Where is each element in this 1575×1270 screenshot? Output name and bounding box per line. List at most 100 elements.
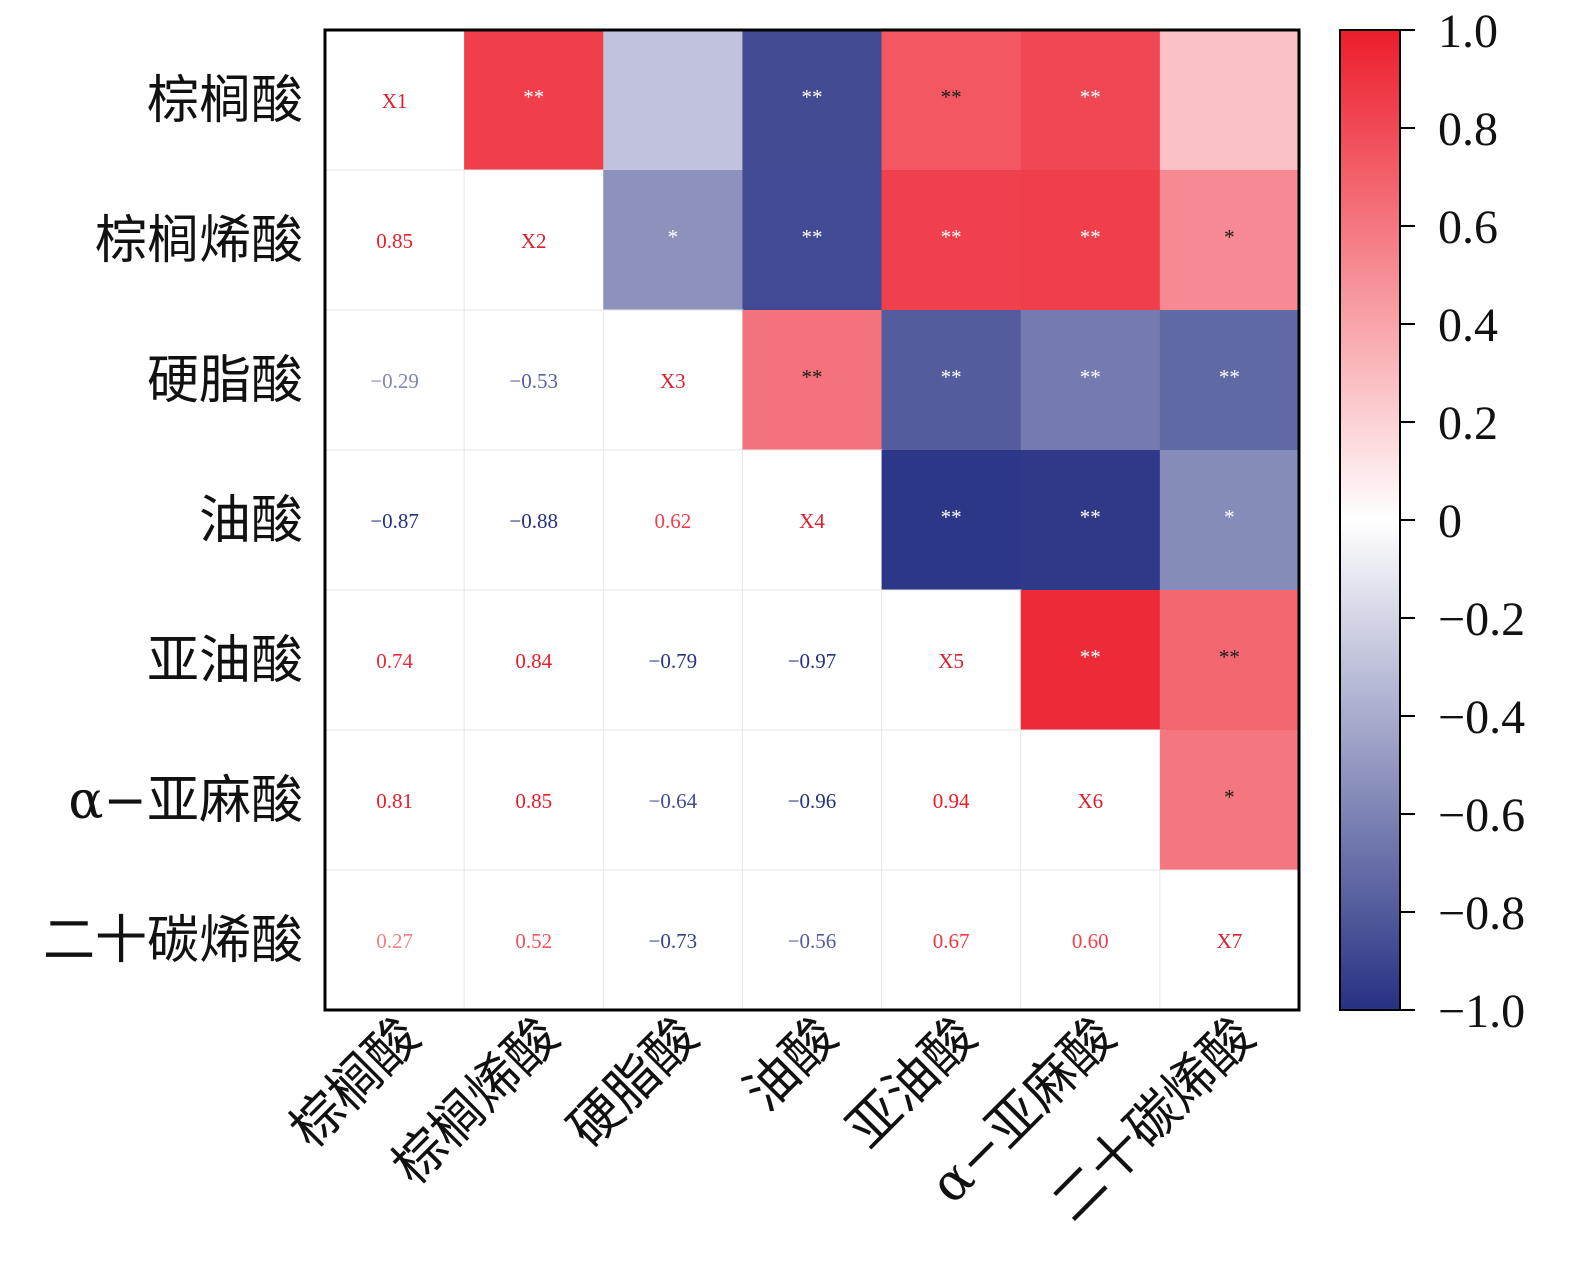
- heatmap-frame: [323, 28, 1301, 1012]
- significance-marker: *: [1224, 225, 1235, 249]
- heatmap-cell: [463, 729, 605, 871]
- correlation-value: −0.79: [649, 649, 698, 673]
- colorbar-gradient: [1339, 29, 1401, 1011]
- heatmap-cell: [602, 309, 744, 451]
- correlation-value: −0.96: [788, 789, 837, 813]
- colorbar-tick-label: −0.2: [1438, 593, 1525, 646]
- correlation-value: −0.56: [788, 929, 837, 953]
- row-label: 二十碳烯酸: [43, 911, 303, 971]
- heatmap-cell: [1159, 310, 1300, 451]
- significance-marker: **: [1219, 645, 1240, 669]
- heatmap-cell: [1159, 30, 1300, 171]
- correlation-value: 0.85: [376, 229, 413, 253]
- diagonal-label: X6: [1077, 789, 1103, 813]
- row-label: 棕榈酸: [147, 71, 303, 131]
- colorbar-tick-label: 0.2: [1438, 397, 1498, 450]
- correlation-value: 0.74: [376, 649, 413, 673]
- correlation-value: 0.81: [376, 789, 413, 813]
- heatmap-cell: [602, 869, 744, 1011]
- row-label: α−亚麻酸: [68, 771, 303, 831]
- correlation-value: −0.73: [649, 929, 698, 953]
- colorbar-tick-label: 1.0: [1438, 5, 1498, 58]
- correlation-value: 0.67: [933, 929, 970, 953]
- diagonal-label: X7: [1217, 929, 1243, 953]
- colorbar-tick-label: −1.0: [1438, 985, 1525, 1038]
- heatmap-cell: [742, 170, 883, 311]
- significance-marker: *: [1224, 505, 1235, 529]
- heatmap-cell: [881, 589, 1022, 731]
- heatmap-cell: [741, 869, 883, 1011]
- diagonal-label: X1: [382, 89, 408, 113]
- heatmap-cell: [1159, 869, 1301, 1011]
- heatmap-cell: [742, 30, 883, 171]
- heatmap-cell: [1020, 450, 1161, 591]
- significance-marker: *: [1224, 785, 1235, 809]
- heatmap-cell: [324, 169, 466, 311]
- significance-marker: **: [523, 85, 544, 109]
- correlation-value: −0.64: [649, 789, 698, 813]
- heatmap-cell: [463, 169, 605, 311]
- heatmap-cell: [602, 449, 744, 591]
- colorbar-tick-label: −0.6: [1438, 789, 1525, 842]
- correlation-value: −0.29: [370, 369, 419, 393]
- heatmap-cell-labels: X1 ** ** ** **0.85 X2 * ** ** ** *−0.29 −0.53 X3 ** **…: [370, 85, 1242, 953]
- heatmap-cell: [1159, 450, 1300, 591]
- heatmap-cell: [1020, 729, 1161, 871]
- significance-marker: **: [1080, 225, 1101, 249]
- correlation-value: 0.85: [515, 789, 552, 813]
- significance-marker: **: [802, 85, 823, 109]
- significance-marker: **: [802, 225, 823, 249]
- heatmap-cell: [1159, 730, 1300, 871]
- row-label: 棕榈烯酸: [95, 211, 303, 271]
- heatmap-cell: [741, 589, 883, 731]
- significance-marker: **: [1219, 365, 1240, 389]
- diagonal-label: X3: [660, 369, 686, 393]
- heatmap-cell: [463, 309, 605, 451]
- significance-marker: **: [1080, 645, 1101, 669]
- heatmap-cell: [463, 589, 605, 731]
- heatmap-cell: [881, 450, 1022, 591]
- correlation-value: 0.27: [376, 929, 413, 953]
- diagonal-label: X2: [521, 229, 547, 253]
- significance-marker: **: [941, 225, 962, 249]
- diagonal-label: X5: [938, 649, 964, 673]
- colorbar-tick-label: 0.4: [1438, 299, 1498, 352]
- heatmap-cell: [1020, 310, 1161, 451]
- heatmap-cell: [742, 310, 883, 451]
- correlation-value: 0.94: [933, 789, 970, 813]
- significance-marker: **: [802, 365, 823, 389]
- significance-marker: *: [668, 225, 679, 249]
- significance-marker: **: [1080, 505, 1101, 529]
- heatmap-cells: [324, 29, 1301, 1011]
- significance-marker: **: [941, 505, 962, 529]
- heatmap-cell: [881, 310, 1022, 451]
- heatmap-cell: [463, 869, 605, 1011]
- heatmap-cell: [464, 30, 604, 171]
- heatmap-cell: [881, 729, 1022, 871]
- column-label: 硬脂酸: [557, 1007, 710, 1160]
- correlation-value: −0.53: [509, 369, 558, 393]
- column-label: 油酸: [733, 1007, 849, 1123]
- heatmap-cell: [1020, 869, 1161, 1011]
- heatmap-cell: [1020, 170, 1161, 311]
- colorbar-tick-label: 0: [1438, 495, 1462, 548]
- correlation-value: 0.62: [654, 509, 691, 533]
- significance-marker: **: [941, 365, 962, 389]
- heatmap-cell: [603, 30, 743, 171]
- row-label: 油酸: [199, 491, 303, 551]
- row-label: 亚油酸: [147, 631, 303, 691]
- heatmap-cell: [324, 309, 466, 451]
- colorbar-tick-label: 0.6: [1438, 201, 1498, 254]
- colorbar-tick-label: −0.8: [1438, 887, 1525, 940]
- heatmap-cell: [881, 30, 1022, 171]
- correlation-value: 0.84: [515, 649, 552, 673]
- correlation-value: −0.97: [788, 649, 837, 673]
- heatmap-cell: [1159, 170, 1300, 311]
- row-label: 硬脂酸: [147, 351, 303, 411]
- heatmap-cell: [1159, 590, 1300, 731]
- significance-marker: **: [1080, 365, 1101, 389]
- significance-marker: **: [941, 85, 962, 109]
- colorbar-tick-label: 0.8: [1438, 103, 1498, 156]
